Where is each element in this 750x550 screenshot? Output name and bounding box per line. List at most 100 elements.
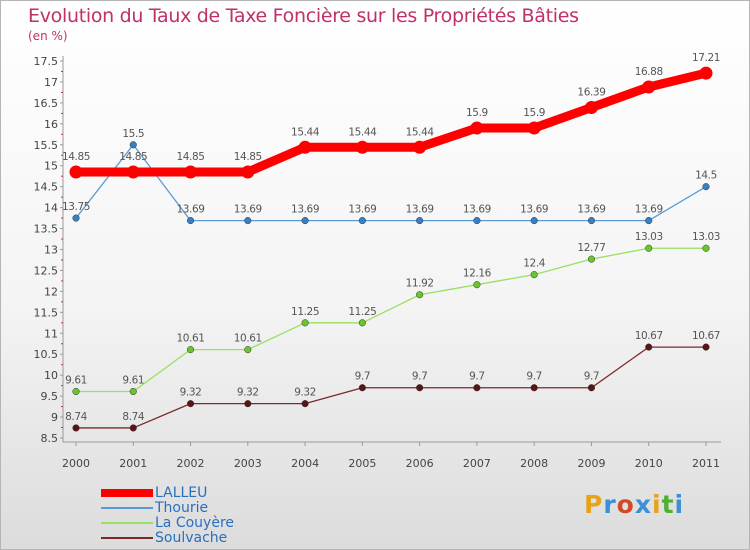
y-tick-label: 10	[44, 369, 58, 382]
y-tick-label: 16	[44, 118, 58, 131]
x-tick-label: 2001	[119, 457, 147, 470]
data-label: 15.44	[406, 126, 435, 138]
data-point	[530, 384, 538, 392]
data-point	[473, 217, 481, 225]
y-tick-label: 14.5	[34, 181, 59, 194]
data-point	[69, 165, 83, 179]
data-label: 9.32	[180, 387, 202, 399]
data-point	[358, 384, 366, 392]
legend-swatch	[101, 536, 153, 539]
chart-title: Evolution du Taux de Taxe Foncière sur l…	[28, 5, 579, 27]
data-label: 8.74	[122, 411, 144, 423]
x-tick-label: 2010	[635, 457, 663, 470]
y-tick-label: 11.5	[34, 306, 59, 319]
data-point	[186, 400, 195, 408]
legend-swatch	[101, 488, 153, 497]
data-label: 11.92	[406, 278, 434, 290]
data-label: 14.5	[695, 170, 717, 182]
data-point	[186, 217, 195, 225]
data-point	[301, 217, 309, 225]
legend-label: Thourie	[155, 499, 209, 516]
data-label: 15.44	[348, 126, 377, 138]
data-label: 13.69	[577, 204, 605, 216]
data-point	[301, 400, 309, 408]
data-point	[72, 214, 80, 222]
y-tick-label: 17	[44, 76, 58, 89]
logo-letter: t	[661, 490, 675, 519]
data-label: 12.77	[577, 242, 605, 254]
data-point	[642, 80, 656, 94]
data-label: 15.5	[122, 128, 144, 140]
y-tick-label: 13	[44, 244, 58, 257]
data-label: 13.69	[635, 204, 663, 216]
data-label: 12.16	[463, 268, 492, 280]
data-point	[587, 384, 596, 392]
data-point	[702, 343, 710, 351]
data-label: 9.7	[526, 371, 542, 383]
data-label: 14.85	[177, 151, 205, 163]
data-label: 11.25	[348, 306, 376, 318]
data-point	[129, 141, 137, 149]
data-point	[184, 165, 198, 179]
data-label: 9.61	[122, 375, 144, 387]
x-tick-label: 2007	[463, 457, 491, 470]
series-line-0	[71, 68, 711, 177]
data-label: 13.75	[62, 201, 90, 213]
data-point	[298, 140, 312, 154]
data-label: 9.61	[65, 375, 87, 387]
data-point	[702, 183, 710, 191]
data-label: 13.69	[406, 204, 434, 216]
data-point	[416, 217, 424, 225]
x-tick-label: 2003	[234, 457, 262, 470]
proxiti-logo: Proxiti	[584, 490, 684, 519]
data-label: 14.85	[234, 151, 262, 163]
data-point	[699, 66, 713, 80]
data-point	[416, 384, 424, 392]
x-tick-label: 2004	[291, 457, 319, 470]
data-label: 15.9	[466, 107, 488, 119]
data-point	[72, 387, 80, 396]
y-tick-label: 16.5	[34, 97, 59, 110]
data-label: 13.69	[291, 204, 319, 216]
data-label: 13.03	[692, 231, 720, 243]
series-line-1	[75, 144, 707, 222]
legend-swatch	[101, 506, 153, 509]
data-point	[358, 217, 366, 225]
data-label: 14.85	[119, 151, 147, 163]
data-label: 14.85	[62, 151, 90, 163]
data-point	[129, 424, 137, 432]
y-tick-label: 15.5	[34, 139, 59, 152]
data-label: 9.32	[294, 387, 316, 399]
data-label: 15.9	[523, 107, 545, 119]
data-point	[413, 140, 427, 154]
x-tick-label: 2008	[520, 457, 548, 470]
legend-item: Soulvache	[101, 530, 234, 546]
data-label: 16.39	[577, 86, 605, 98]
data-label: 13.03	[635, 231, 663, 243]
data-label: 9.7	[412, 371, 428, 383]
data-label: 13.69	[177, 204, 205, 216]
data-label: 9.7	[355, 371, 371, 383]
data-point	[527, 121, 541, 135]
data-point	[301, 319, 309, 327]
logo-letter: x	[634, 490, 652, 519]
legend: LALLEU Thourie La Couyère Soulvache	[101, 485, 235, 546]
y-tick-label: 9	[51, 411, 58, 424]
data-point	[244, 346, 252, 354]
legend-item: Thourie	[101, 499, 234, 516]
data-point	[473, 281, 481, 289]
y-tick-label: 13.5	[34, 223, 59, 236]
data-label: 10.67	[692, 330, 720, 342]
data-point	[186, 346, 195, 354]
data-point	[126, 165, 140, 179]
data-label: 15.44	[291, 126, 320, 138]
y-tick-label: 9.5	[41, 390, 59, 403]
logo-letter: r	[603, 490, 617, 519]
data-label: 11.25	[291, 306, 319, 318]
data-label: 10.61	[234, 333, 262, 345]
data-point	[244, 217, 252, 225]
x-tick-label: 2000	[62, 457, 90, 470]
legend-label: La Couyère	[155, 514, 235, 531]
y-tick-label: 17.5	[34, 55, 59, 68]
